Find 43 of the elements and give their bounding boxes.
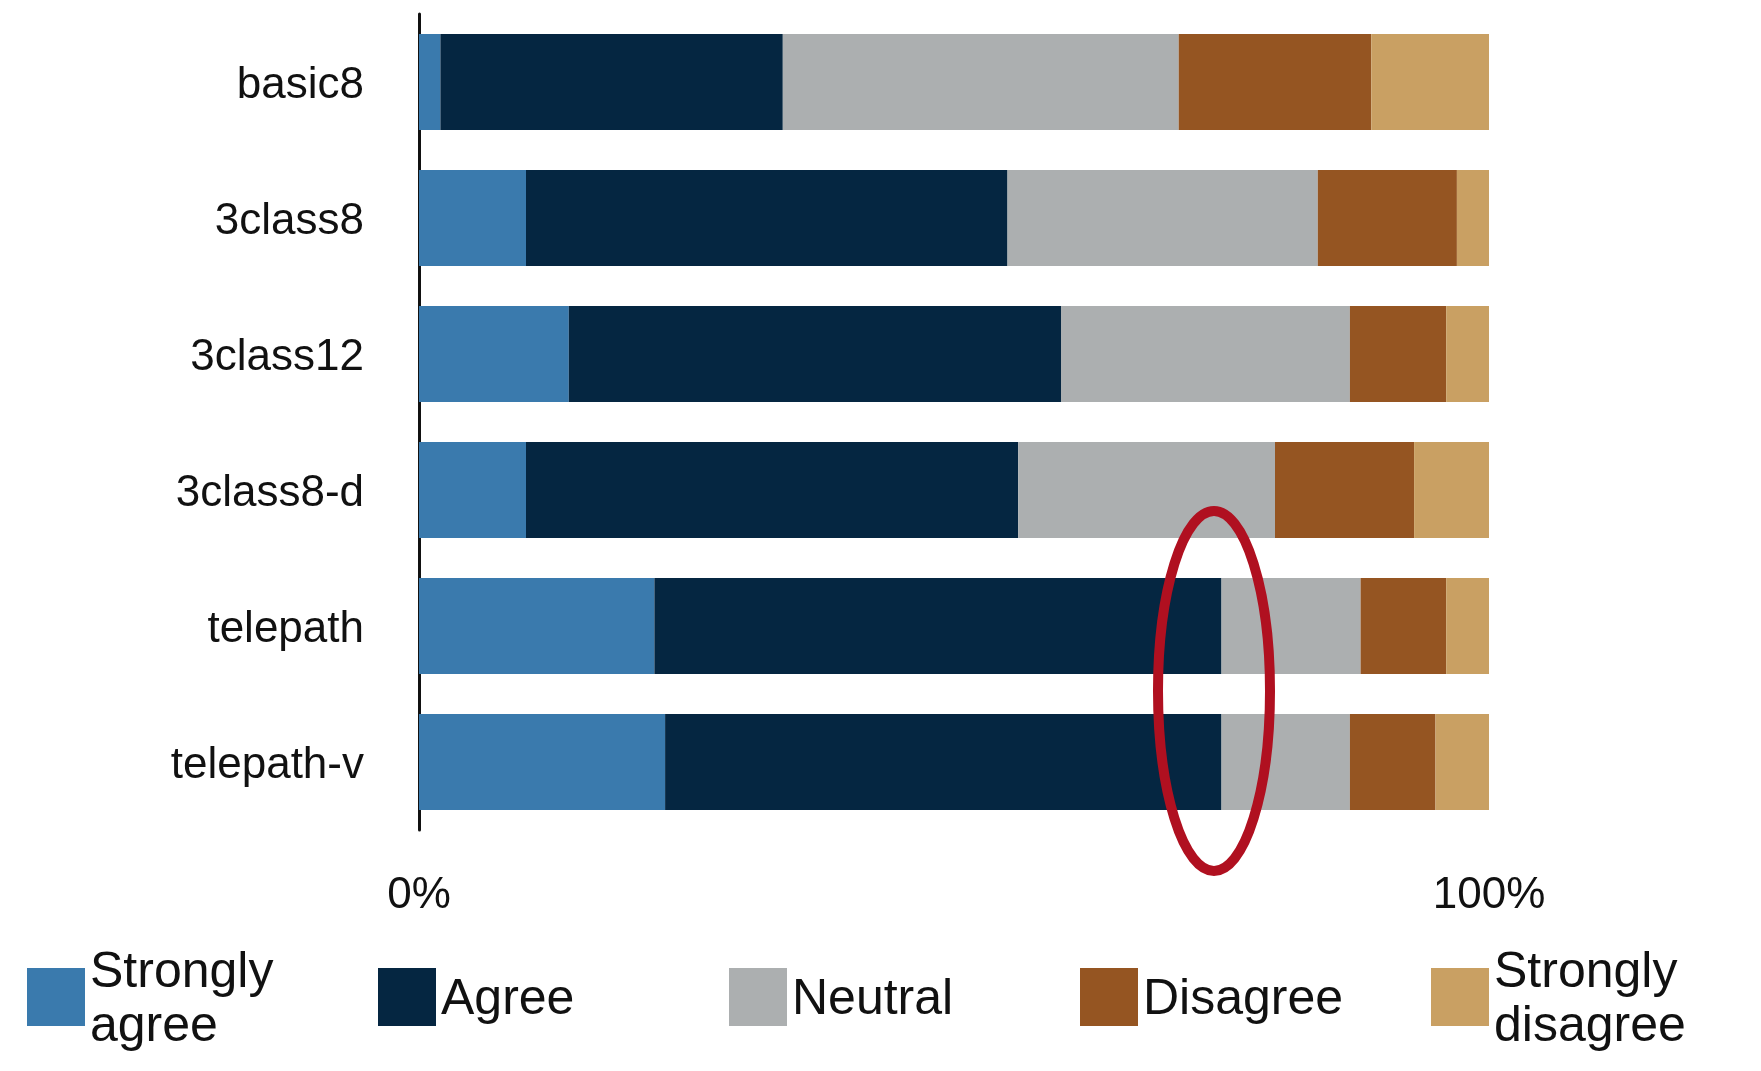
bar [1178, 34, 1372, 130]
bar [1061, 306, 1350, 402]
bar [1221, 578, 1361, 674]
bar [1275, 442, 1415, 538]
bar [1371, 34, 1489, 130]
bar [419, 442, 526, 538]
legend-label: Strongly disagree [1494, 942, 1692, 1052]
bar [1007, 170, 1318, 266]
bar [1414, 442, 1489, 538]
y-tick-label: telepath [207, 601, 364, 651]
bar [568, 306, 1061, 402]
bar [665, 714, 1222, 810]
bar [654, 578, 1222, 674]
bar [1435, 714, 1489, 810]
y-tick-label: 3class8-d [175, 465, 364, 515]
bar [419, 714, 666, 810]
legend-label: Strongly agree [90, 942, 288, 1052]
bar [419, 578, 655, 674]
bar [1349, 306, 1447, 402]
bar [1456, 170, 1489, 266]
bar [1360, 578, 1447, 674]
legend-label: Agree [441, 969, 575, 1025]
y-tick-label: telepath-v [170, 737, 364, 787]
legend-label: Neutral [792, 969, 954, 1025]
bar [1317, 170, 1457, 266]
y-tick-label: basic8 [236, 57, 364, 107]
bar [526, 442, 1019, 538]
bar [1221, 714, 1350, 810]
bar [782, 34, 1179, 130]
bar [1446, 578, 1489, 674]
bar [419, 306, 569, 402]
bar [1446, 306, 1489, 402]
bar [1018, 442, 1275, 538]
y-tick-label: 3class12 [190, 329, 364, 379]
x-tick-label: 0% [387, 867, 451, 917]
bar [440, 34, 783, 130]
bar [1349, 714, 1436, 810]
bar [419, 170, 526, 266]
bar [526, 170, 1008, 266]
legend-label: Disagree [1143, 969, 1344, 1025]
x-tick-label: 100% [1432, 867, 1546, 917]
bar [419, 34, 441, 130]
y-tick-label: 3class8 [214, 193, 364, 243]
